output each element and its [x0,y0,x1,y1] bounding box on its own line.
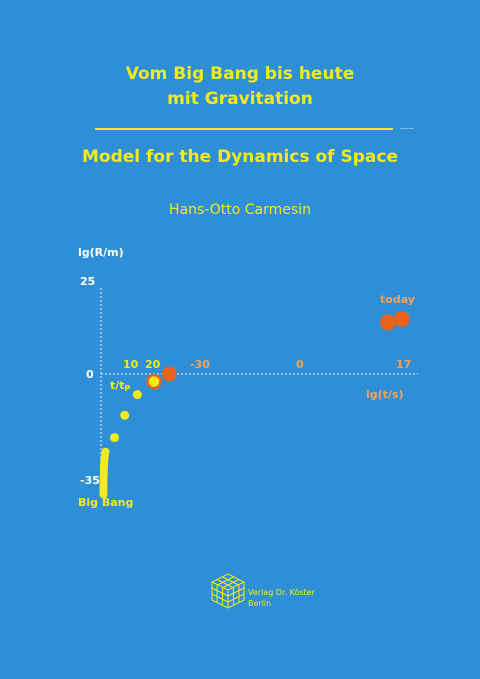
data-point [380,314,396,331]
data-point [393,311,410,327]
y-tick-label: -35 [80,474,100,487]
data-point [120,410,130,420]
y-tick-label: 25 [80,275,95,288]
title-line-1: Vom Big Bang bis heute [125,64,355,84]
x-tick-label-planck: 20 [145,358,161,371]
title-divider-tail [400,128,414,129]
publisher-city: Berlin [248,599,272,608]
annotation-today: today [380,293,415,306]
y-axis-label: lg(R/m) [78,246,124,259]
data-point [161,366,177,382]
data-point [146,373,162,390]
x-axis-label: lg(t/s) [366,388,404,401]
x-tick-label-planck: 10 [123,358,139,371]
x-tick-label-seconds: -30 [190,358,210,371]
x-tick-label-seconds: 0 [296,358,304,371]
data-point [110,433,119,443]
publisher-name: Verlag Dr. Köster [248,588,315,597]
cube-logo-icon [211,573,245,609]
y-tick-label: 0 [86,368,94,381]
subtitle: Model for the Dynamics of Space [81,147,398,167]
title-divider [95,128,393,130]
data-point [101,447,110,456]
x-tick-label-seconds: 17 [396,358,411,371]
x-axis-label-planck: t/tP [110,379,131,393]
data-marks [99,311,410,499]
annotation-big-bang: Big Bang [78,496,133,509]
title-line-2: mit Gravitation [167,89,313,109]
author-name: Hans-Otto Carmesin [169,202,311,218]
data-point [132,390,142,400]
